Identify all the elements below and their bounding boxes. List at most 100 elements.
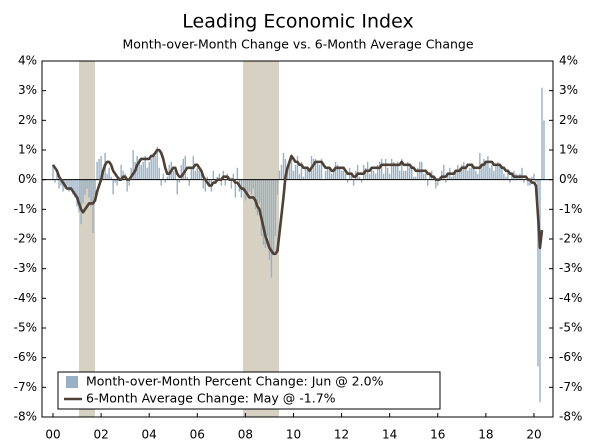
bar xyxy=(505,176,507,180)
bar xyxy=(172,170,174,180)
y2-tick-label: -1% xyxy=(559,202,582,216)
bar xyxy=(314,158,317,180)
bar xyxy=(164,179,166,183)
bar xyxy=(386,167,389,180)
bar xyxy=(72,179,74,195)
bar xyxy=(392,161,395,180)
bar xyxy=(154,155,156,180)
bar xyxy=(58,179,60,189)
bar xyxy=(521,167,523,180)
bar xyxy=(150,158,152,180)
x-tick-label: 02 xyxy=(93,428,108,442)
bar xyxy=(308,170,311,180)
bar xyxy=(126,179,128,192)
x-tick-label: 08 xyxy=(238,428,253,442)
bar xyxy=(284,158,287,180)
y2-tick-label: -7% xyxy=(559,380,582,394)
bar xyxy=(447,173,449,180)
bar xyxy=(274,179,277,237)
y-tick-label: -5% xyxy=(14,321,37,335)
bar xyxy=(338,167,341,180)
chart-subtitle: Month-over-Month Change vs. 6-Month Aver… xyxy=(122,37,473,52)
bar xyxy=(493,170,495,180)
bar xyxy=(469,167,471,180)
bar xyxy=(222,170,225,180)
bar xyxy=(286,167,289,180)
y2-tick-label: 4% xyxy=(559,54,578,68)
x-tick-label: 14 xyxy=(382,428,397,442)
bar xyxy=(106,173,108,180)
bar xyxy=(278,170,281,180)
bar xyxy=(70,179,72,189)
bar xyxy=(413,176,415,180)
y2-tick-label: 0% xyxy=(559,172,578,186)
y-tick-label: -7% xyxy=(14,380,37,394)
bar xyxy=(541,87,543,180)
bar xyxy=(372,170,375,180)
x-tick-label: 16 xyxy=(430,428,445,442)
bar xyxy=(74,179,76,198)
bar xyxy=(531,176,533,180)
bar xyxy=(88,179,90,198)
bar xyxy=(332,170,335,180)
bar xyxy=(483,158,485,180)
bar xyxy=(441,170,443,180)
bar xyxy=(56,173,58,180)
bar xyxy=(196,167,198,180)
bar xyxy=(152,152,154,180)
bar xyxy=(411,164,413,180)
y-tick-label: 4% xyxy=(18,54,37,68)
bar xyxy=(166,176,168,180)
y-tick-label: -1% xyxy=(14,202,37,216)
bar xyxy=(178,179,180,183)
bar xyxy=(218,173,221,180)
bar xyxy=(62,179,64,192)
bar xyxy=(471,164,473,180)
y-tick-label: -3% xyxy=(14,261,37,275)
bar xyxy=(194,170,196,180)
bar xyxy=(254,179,257,210)
bar xyxy=(396,161,399,180)
bar xyxy=(473,167,475,180)
bar xyxy=(507,170,509,180)
bar xyxy=(294,164,297,180)
bar xyxy=(368,173,371,180)
bar xyxy=(282,152,285,180)
y2-tick-label: -8% xyxy=(559,410,582,424)
bar xyxy=(266,179,269,237)
bar xyxy=(376,164,379,180)
bar xyxy=(128,179,130,186)
bar xyxy=(160,179,162,186)
bar xyxy=(427,179,429,186)
plot-frame xyxy=(41,60,554,418)
bar xyxy=(417,167,419,180)
bar xyxy=(220,179,223,186)
bar xyxy=(509,179,511,183)
bar xyxy=(186,176,188,180)
bar xyxy=(346,179,349,183)
bar xyxy=(342,170,345,180)
bar xyxy=(400,158,403,180)
x-tick-label: 20 xyxy=(526,428,541,442)
y2-tick-label: 1% xyxy=(559,143,578,157)
bar xyxy=(501,167,503,180)
y-tick-label: -8% xyxy=(14,410,37,424)
legend-label: 6-Month Average Change: May @ -1.7% xyxy=(86,391,336,406)
bar xyxy=(158,167,160,180)
bar xyxy=(188,179,190,186)
bar xyxy=(527,179,529,186)
bar xyxy=(398,170,401,180)
bar xyxy=(80,179,82,225)
bar xyxy=(517,176,519,180)
bar xyxy=(364,167,367,180)
bar xyxy=(415,176,417,180)
bar xyxy=(176,179,178,195)
bar xyxy=(356,164,359,180)
bar xyxy=(116,179,118,186)
bar xyxy=(467,170,469,180)
bar xyxy=(388,173,391,180)
bar xyxy=(66,179,68,186)
y2-tick-label: -5% xyxy=(559,321,582,335)
bar xyxy=(380,158,383,180)
